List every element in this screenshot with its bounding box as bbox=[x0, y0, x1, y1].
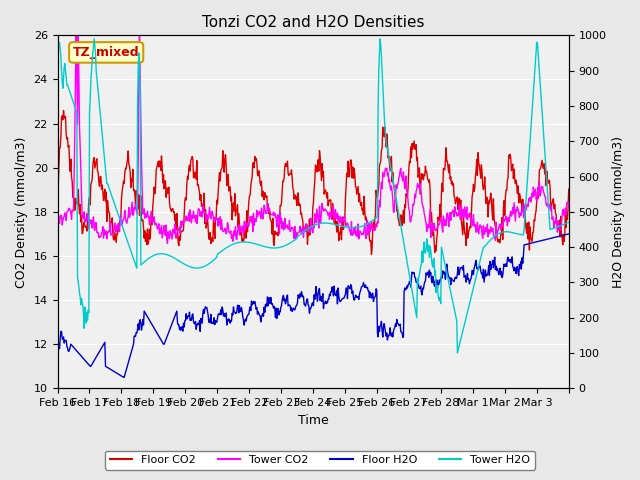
Tower H2O bbox=[234, 240, 241, 246]
Tower CO2 bbox=[396, 174, 403, 180]
Legend: Floor CO2, Tower CO2, Floor H2O, Tower H2O: Floor CO2, Tower CO2, Floor H2O, Tower H… bbox=[105, 451, 535, 469]
Tower H2O bbox=[54, 54, 61, 60]
Tower H2O bbox=[565, 219, 573, 225]
Floor H2O bbox=[114, 371, 122, 376]
Tower H2O bbox=[208, 258, 216, 264]
Floor CO2 bbox=[234, 202, 241, 208]
Floor H2O bbox=[565, 231, 573, 237]
Tower CO2 bbox=[209, 211, 217, 217]
Floor H2O bbox=[234, 303, 241, 309]
Floor CO2 bbox=[565, 186, 573, 192]
Tower CO2 bbox=[565, 202, 573, 208]
Tower CO2 bbox=[367, 224, 374, 229]
Tower CO2 bbox=[136, 33, 143, 38]
Floor CO2 bbox=[60, 108, 67, 113]
Floor CO2 bbox=[396, 223, 403, 228]
Tower H2O bbox=[454, 350, 461, 356]
Tower H2O bbox=[366, 219, 374, 225]
Tower H2O bbox=[253, 241, 260, 247]
X-axis label: Time: Time bbox=[298, 414, 328, 427]
Y-axis label: H2O Density (mmol/m3): H2O Density (mmol/m3) bbox=[612, 136, 625, 288]
Line: Tower H2O: Tower H2O bbox=[58, 39, 569, 353]
Tower H2O bbox=[115, 212, 122, 217]
Floor H2O bbox=[208, 320, 216, 326]
Tower H2O bbox=[395, 211, 403, 216]
Floor H2O bbox=[395, 323, 403, 328]
Floor H2O bbox=[120, 374, 127, 380]
Tower H2O bbox=[90, 36, 98, 42]
Y-axis label: CO2 Density (mmol/m3): CO2 Density (mmol/m3) bbox=[15, 136, 28, 288]
Line: Tower CO2: Tower CO2 bbox=[58, 36, 569, 243]
Title: Tonzi CO2 and H2O Densities: Tonzi CO2 and H2O Densities bbox=[202, 15, 424, 30]
Line: Floor CO2: Floor CO2 bbox=[58, 110, 569, 254]
Floor CO2 bbox=[54, 194, 61, 200]
Tower CO2 bbox=[234, 225, 242, 231]
Tower CO2 bbox=[164, 240, 172, 246]
Tower CO2 bbox=[253, 214, 261, 220]
Floor CO2 bbox=[366, 239, 374, 244]
Tower CO2 bbox=[54, 223, 61, 228]
Floor CO2 bbox=[367, 252, 375, 257]
Tower CO2 bbox=[114, 227, 122, 232]
Floor H2O bbox=[253, 305, 260, 311]
Line: Floor H2O: Floor H2O bbox=[58, 234, 569, 377]
Floor H2O bbox=[366, 289, 374, 295]
Text: TZ_mixed: TZ_mixed bbox=[73, 46, 140, 59]
Floor CO2 bbox=[253, 159, 260, 165]
Floor CO2 bbox=[208, 236, 216, 241]
Floor CO2 bbox=[115, 222, 122, 228]
Floor H2O bbox=[54, 340, 61, 346]
